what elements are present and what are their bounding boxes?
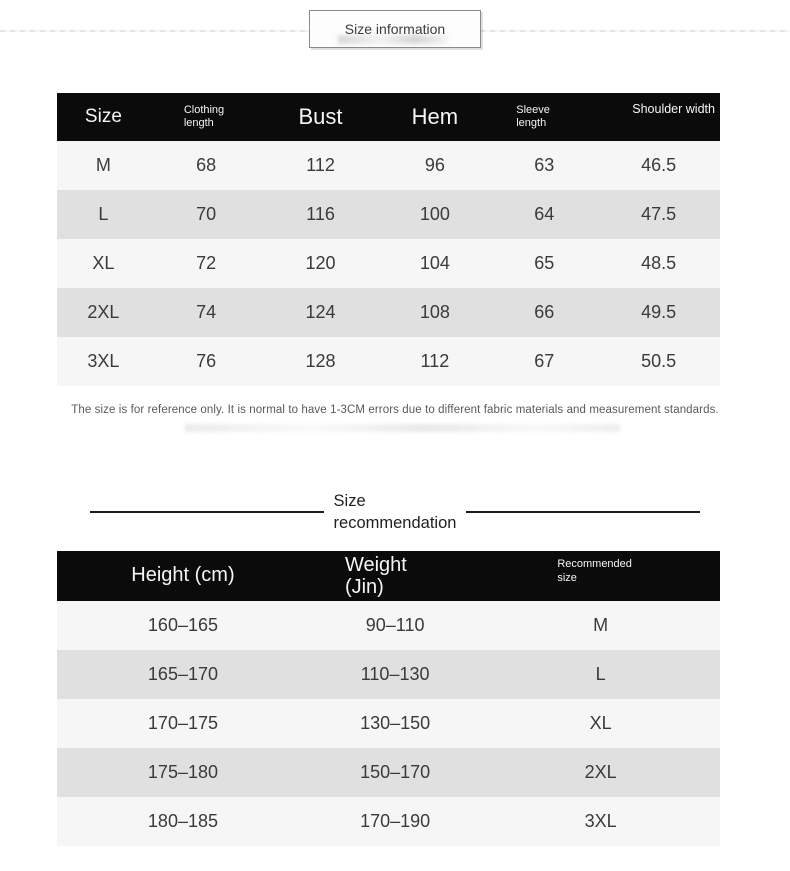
table-cell: 67 (534, 351, 555, 371)
table-cell: 110–130 (360, 663, 430, 684)
table-cell: 116 (306, 204, 335, 224)
table-cell: 150–170 (360, 761, 431, 782)
table-cell: 2XL (584, 761, 617, 782)
heading-rule-left (90, 511, 324, 514)
table-cell: 74 (196, 302, 217, 322)
column-header-clothing-length: Clothing length (183, 103, 225, 129)
table-cell: L (98, 204, 109, 224)
size-information-title: Size information (344, 21, 446, 37)
table-cell: 3XL (584, 810, 617, 831)
table-cell: 120 (305, 253, 336, 273)
table-cell: 90–110 (365, 614, 425, 635)
size-disclaimer-note: The size is for reference only. It is no… (71, 404, 719, 416)
watermark-smudge (185, 424, 620, 432)
table-cell: 63 (534, 155, 555, 175)
column-header-recommended-size: Recommended size (557, 557, 632, 584)
table-cell: L (595, 663, 606, 684)
table-row: 180–185 170–190 3XL (57, 796, 720, 846)
table-row: 2XL 74 124 108 66 49.5 (57, 288, 720, 337)
table-row: 160–165 90–110 M (57, 600, 720, 650)
table-cell: 49.5 (641, 302, 677, 322)
table-cell: 76 (196, 351, 217, 371)
size-table-header-row: Size Clothing length Bust Hem Sleeve len… (57, 93, 720, 141)
table-cell: 50.5 (641, 351, 677, 371)
table-row: 165–170 110–130 L (57, 649, 720, 699)
table-cell: M (593, 614, 609, 635)
table-cell: XL (92, 253, 115, 273)
table-cell: 66 (534, 302, 555, 322)
table-cell: 175–180 (147, 761, 218, 782)
size-table-body: M 68 112 96 63 46.5 L 70 116 100 64 47.5 XL 72 120 104 6… (57, 141, 720, 386)
table-cell: 104 (419, 253, 450, 273)
column-header-height: Height (cm) (131, 564, 235, 587)
table-cell: 70 (196, 204, 217, 224)
size-information-table: Size Clothing length Bust Hem Sleeve len… (57, 93, 720, 386)
table-row: 175–180 150–170 2XL (57, 747, 720, 797)
table-cell: 124 (305, 302, 336, 322)
table-cell: 47.5 (641, 204, 677, 224)
table-cell: 128 (305, 351, 336, 371)
table-cell: 65 (534, 253, 555, 273)
table-row: L 70 116 100 64 47.5 (57, 190, 720, 239)
recommendation-table-body: 160–165 90–110 M 165–170 110–130 L 170–175 130–… (57, 600, 720, 846)
column-header-hem: Hem (411, 104, 459, 129)
table-cell: 2XL (87, 302, 120, 322)
size-recommendation-heading-text: Size recommendation (333, 492, 457, 533)
table-cell: 3XL (87, 351, 120, 371)
column-header-size: Size (84, 106, 122, 127)
column-header-shoulder-width: Shoulder width (632, 102, 715, 116)
table-cell: 165–170 (147, 663, 218, 684)
size-recommendation-table: Height (cm) Weight (Jin) Recommended siz… (57, 550, 720, 846)
table-cell: XL (589, 712, 612, 733)
table-cell: 48.5 (641, 253, 677, 273)
table-cell: 64 (534, 204, 555, 224)
table-cell: 112 (420, 351, 450, 371)
table-row: M 68 112 96 63 46.5 (57, 141, 720, 190)
table-cell: 112 (306, 155, 335, 175)
table-cell: 46.5 (641, 155, 677, 175)
table-cell: 160–165 (147, 614, 218, 635)
size-recommendation-heading: Size recommendation (90, 490, 700, 535)
table-cell: 180–185 (147, 810, 218, 831)
table-cell: 130–150 (360, 712, 431, 733)
size-information-title-box: Size information (309, 10, 481, 48)
heading-rule-right (466, 511, 700, 514)
recommendation-table-header-row: Height (cm) Weight (Jin) Recommended siz… (57, 550, 720, 601)
column-header-bust: Bust (298, 104, 343, 129)
column-header-weight: Weight (Jin) (344, 553, 407, 598)
table-cell: 100 (419, 204, 450, 224)
table-cell: 170–175 (147, 712, 218, 733)
table-row: XL 72 120 104 65 48.5 (57, 239, 720, 288)
table-row: 170–175 130–150 XL (57, 698, 720, 748)
table-row: 3XL 76 128 112 67 50.5 (57, 337, 720, 386)
watermark-smudge (338, 35, 448, 44)
table-cell: 108 (419, 302, 450, 322)
table-cell: 170–190 (360, 810, 431, 831)
table-cell: 72 (196, 253, 217, 273)
table-cell: 96 (424, 155, 445, 175)
table-cell: M (95, 155, 111, 175)
table-cell: 68 (196, 155, 217, 175)
column-header-sleeve-length: Sleeve length (516, 103, 550, 129)
